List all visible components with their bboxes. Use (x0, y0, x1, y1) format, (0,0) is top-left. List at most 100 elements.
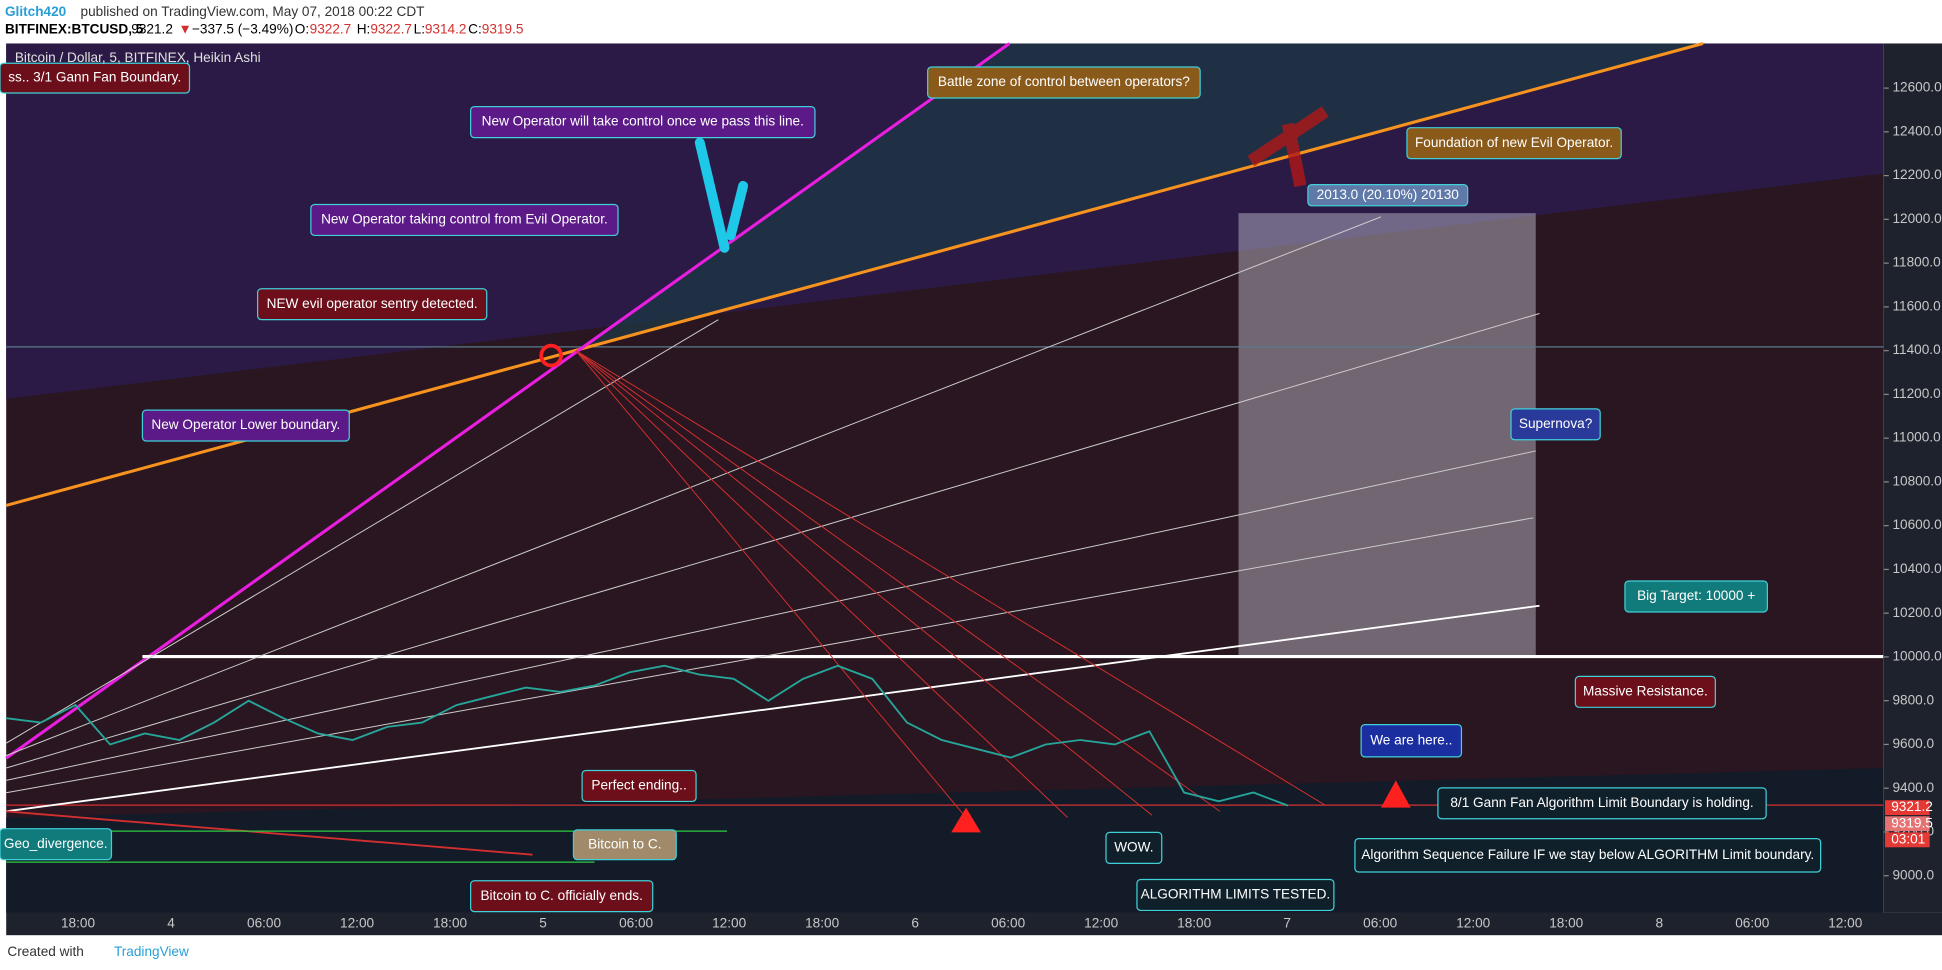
x-axis-panel (6, 912, 1942, 936)
x-tick-label: 18:00 (433, 916, 467, 931)
last-price: 9321.2 (131, 21, 173, 36)
x-tick-label: 18:00 (805, 916, 839, 931)
annotation-box (1307, 184, 1469, 207)
annotation-box (1510, 408, 1601, 441)
annotation-text: New Operator Lower boundary. (151, 417, 340, 432)
y-tick-label: 10600.0 (1892, 517, 1942, 532)
x-tick-label: 12:00 (340, 916, 374, 931)
x-tick-label: 06:00 (247, 916, 281, 931)
y-tick-label: 11400.0 (1892, 342, 1941, 357)
price-label: 03:01 (1891, 831, 1925, 846)
open-label: O: (295, 21, 309, 36)
y-tick-label: 12200.0 (1892, 167, 1942, 182)
price-label-box (1885, 800, 1930, 816)
annotation-box (1624, 580, 1768, 613)
annotation-text: Big Target: 10000 + (1637, 588, 1755, 603)
low: 9314.2 (425, 21, 467, 36)
annotation-box (0, 62, 191, 94)
price-label-box (1885, 816, 1930, 832)
published: published on TradingView.com, May 07, 20… (81, 4, 425, 19)
y-tick-label: 9800.0 (1892, 692, 1934, 707)
x-tick-label: 06:00 (619, 916, 653, 931)
y-tick-label: 9400.0 (1892, 780, 1934, 795)
annotation-box (927, 66, 1201, 99)
y-tick-label: 9600.0 (1892, 736, 1934, 751)
annotation-text: Perfect ending.. (591, 778, 686, 793)
annotation-box (0, 828, 113, 861)
y-tick-label: 12400.0 (1892, 123, 1942, 138)
x-tick-label: 12:00 (712, 916, 746, 931)
x-tick-label: 5 (539, 916, 547, 931)
annotation-text: NEW evil operator sentry detected. (267, 296, 478, 311)
open: 9322.7 (310, 21, 352, 36)
annotation-text: Geo_divergence. (4, 836, 108, 851)
annotation-box (1354, 837, 1822, 873)
annotation-box (1406, 127, 1622, 160)
annotations: ss.. 3/1 Gann Fan Boundary. New Operator … (0, 62, 1822, 913)
header: Glitch420 published on TradingView.com, … (5, 4, 523, 36)
x-tick-label: 4 (167, 916, 175, 931)
annotation-box (1105, 831, 1163, 864)
annotation-box (256, 288, 488, 321)
high: 9322.7 (370, 21, 412, 36)
created-with: Created with (7, 944, 83, 959)
x-tick-label: 18:00 (61, 916, 95, 931)
annotation-box (470, 880, 654, 913)
annotation-box (141, 409, 350, 442)
high-label: H: (357, 21, 371, 36)
annotation-box (572, 829, 677, 861)
annotation-text: Massive Resistance. (1583, 683, 1708, 698)
annotation-box (1360, 724, 1463, 758)
x-tick-label: 06:00 (991, 916, 1025, 931)
chart-title: Bitcoin / Dollar, 5, BITFINEX, Heikin As… (15, 50, 261, 65)
y-tick-label: 9000.0 (1892, 867, 1934, 882)
y-tick-label: 12600.0 (1892, 80, 1942, 95)
x-tick-label: 12:00 (1084, 916, 1118, 931)
brand[interactable]: TradingView (114, 944, 189, 959)
low-label: L: (414, 21, 425, 36)
price-line (6, 664, 1289, 807)
symbol: BITFINEX:BTCUSD, 5 (5, 21, 144, 36)
price-label-box (1885, 832, 1930, 848)
annotation-text: We are here.. (1370, 732, 1452, 747)
plot-background (6, 43, 1884, 913)
footer: Created with TradingView (7, 944, 189, 959)
annotation-box (310, 203, 619, 237)
annotation-text: Algorithm Sequence Failure IF we stay be… (1361, 847, 1814, 862)
x-tick-label: 06:00 (1735, 916, 1769, 931)
x-tick-label: 12:00 (1456, 916, 1490, 931)
direction: ▼ (178, 21, 191, 36)
annotation-text: 8/1 Gann Fan Algorithm Limit Boundary is… (1450, 795, 1753, 810)
y-tick-label: 11200.0 (1892, 386, 1941, 401)
x-tick-label: 06:00 (1363, 916, 1397, 931)
x-tick-label: 18:00 (1177, 916, 1211, 931)
x-tick-label: 6 (911, 916, 919, 931)
close-label: C: (468, 21, 482, 36)
x-tick-label: 8 (1655, 916, 1663, 931)
annotation-box (470, 106, 816, 139)
annotation-text: Supernova? (1519, 416, 1593, 431)
annotation-text: Bitcoin to C. officially ends. (480, 888, 642, 903)
author[interactable]: Glitch420 (5, 4, 67, 19)
annotation-text: New Operator taking control from Evil Op… (321, 212, 608, 227)
annotation-box (1437, 787, 1767, 820)
annotation-box (581, 769, 697, 803)
y-tick-label: 10400.0 (1892, 561, 1942, 576)
change: −337.5 (−3.49%) (192, 21, 293, 36)
annotation-text: New Operator will take control once we p… (482, 114, 804, 129)
y-axis-panel (1883, 43, 1942, 913)
annotation-text: 2013.0 (20.10%) 20130 (1317, 187, 1460, 202)
annotation-text: Foundation of new Evil Operator. (1415, 135, 1613, 150)
y-tick-label: 11600.0 (1892, 298, 1941, 313)
price-label: 9319.5 (1891, 815, 1933, 830)
y-tick-label: 10000.0 (1892, 649, 1942, 664)
x-tick-label: 18:00 (1549, 916, 1583, 931)
annotation-text: ALGORITHM LIMITS TESTED. (1141, 887, 1331, 902)
close: 9319.5 (482, 21, 524, 36)
annotation-text: Battle zone of control between operators… (938, 74, 1190, 89)
y-tick-label: 10200.0 (1892, 605, 1942, 620)
price-label: 9321.2 (1891, 799, 1933, 814)
annotation-box (1574, 675, 1716, 708)
y-tick-label: 11000.0 (1892, 430, 1941, 445)
